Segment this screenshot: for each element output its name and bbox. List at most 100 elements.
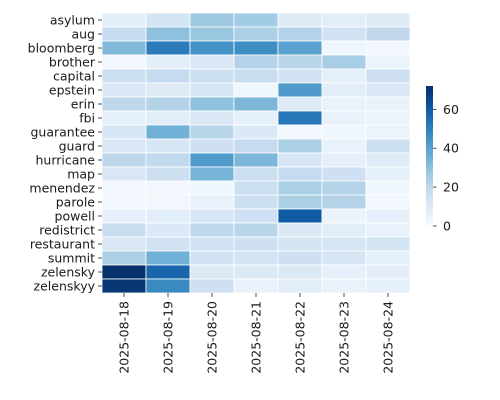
heatmap-cell — [189, 138, 235, 154]
heatmap-cell — [145, 124, 191, 140]
colorbar-tick-label: 20 — [443, 180, 459, 195]
heatmap-cell — [233, 54, 279, 70]
x-tick-label: 2025-08-21 — [249, 301, 264, 374]
heatmap-cell — [321, 194, 367, 210]
heatmap-cell — [101, 68, 147, 84]
heatmap-cell — [101, 124, 147, 140]
heatmap-cell — [277, 222, 323, 238]
heatmap-cell — [233, 166, 279, 182]
heatmap-cell — [189, 236, 235, 252]
heatmap-cell — [233, 222, 279, 238]
y-tick-label: parole — [56, 195, 96, 210]
heatmap-cell — [321, 180, 367, 196]
heatmap-cell — [365, 12, 411, 28]
heatmap-cell — [189, 208, 235, 224]
heatmap-cell — [233, 138, 279, 154]
heatmap-cell — [101, 264, 147, 280]
heatmap-cell — [145, 54, 191, 70]
heatmap-cell — [145, 68, 191, 84]
heatmap-cell — [145, 222, 191, 238]
heatmap-cell — [365, 40, 411, 56]
heatmap-cell — [145, 96, 191, 112]
heatmap-cell — [321, 278, 367, 294]
heatmap-cell — [145, 208, 191, 224]
y-tick-label: asylum — [50, 13, 95, 28]
heatmap-cell — [101, 236, 147, 252]
heatmap-cell — [365, 26, 411, 42]
colorbar-tick-label: 0 — [443, 219, 451, 234]
heatmap-cell — [189, 152, 235, 168]
heatmap-cell — [277, 110, 323, 126]
heatmap-cell — [189, 278, 235, 294]
heatmap-cell — [277, 12, 323, 28]
y-tick-label: fbi — [79, 111, 95, 126]
heatmap-cell — [233, 264, 279, 280]
heatmap-cell — [277, 278, 323, 294]
heatmap-cell — [101, 26, 147, 42]
heatmap-cell — [101, 12, 147, 28]
heatmap-cell — [321, 96, 367, 112]
heatmap-cell — [277, 166, 323, 182]
heatmap-cell — [277, 68, 323, 84]
heatmap-cell — [233, 250, 279, 266]
heatmap-cell — [365, 180, 411, 196]
y-tick-label: restaurant — [30, 237, 95, 252]
heatmap-cell — [101, 166, 147, 182]
heatmap-cells — [101, 12, 411, 294]
y-tick-label: zelensky — [41, 265, 96, 280]
heatmap-cell — [145, 138, 191, 154]
heatmap-cell — [189, 124, 235, 140]
heatmap-cell — [321, 40, 367, 56]
heatmap-cell — [277, 236, 323, 252]
heatmap-cell — [145, 40, 191, 56]
heatmap-cell — [321, 26, 367, 42]
y-tick-label: epstein — [49, 83, 95, 98]
x-tick-labels: 2025-08-18 2025-08-19 2025-08-20 2025-08-21… — [117, 293, 396, 374]
heatmap-cell — [277, 138, 323, 154]
heatmap-cell — [365, 110, 411, 126]
heatmap-cell — [189, 12, 235, 28]
heatmap-cell — [101, 110, 147, 126]
heatmap-cell — [277, 124, 323, 140]
heatmap-cell — [277, 208, 323, 224]
heatmap-cell — [321, 138, 367, 154]
heatmap-cell — [365, 68, 411, 84]
y-tick-labels: asylumaugbloombergbrothercapitalepsteine… — [28, 13, 102, 294]
y-tick-label: map — [67, 167, 95, 182]
x-tick-label: 2025-08-23 — [337, 301, 352, 374]
heatmap-cell — [189, 250, 235, 266]
heatmap-cell — [321, 250, 367, 266]
y-tick-label: bloomberg — [28, 41, 95, 56]
heatmap-cell — [277, 54, 323, 70]
y-tick-label: aug — [71, 27, 95, 42]
heatmap-cell — [365, 152, 411, 168]
heatmap-cell — [101, 40, 147, 56]
heatmap-cell — [233, 194, 279, 210]
heatmap-cell — [233, 12, 279, 28]
heatmap-cell — [189, 82, 235, 98]
heatmap-cell — [101, 194, 147, 210]
heatmap-cell — [365, 250, 411, 266]
heatmap-cell — [233, 152, 279, 168]
heatmap-cell — [189, 222, 235, 238]
heatmap-cell — [321, 12, 367, 28]
x-tick-label: 2025-08-18 — [117, 301, 132, 374]
heatmap-cell — [145, 250, 191, 266]
y-tick-label: brother — [49, 55, 96, 70]
heatmap-cell — [101, 96, 147, 112]
heatmap-cell — [189, 110, 235, 126]
heatmap-cell — [145, 180, 191, 196]
heatmap-cell — [145, 152, 191, 168]
heatmap-cell — [233, 110, 279, 126]
y-tick-label: summit — [48, 251, 95, 266]
y-tick-label: guard — [59, 139, 95, 154]
heatmap-cell — [145, 166, 191, 182]
heatmap-cell — [101, 222, 147, 238]
y-tick-label: redistrict — [39, 223, 95, 238]
heatmap-cell — [365, 124, 411, 140]
heatmap-cell — [189, 180, 235, 196]
heatmap-cell — [365, 138, 411, 154]
heatmap-cell — [189, 166, 235, 182]
y-tick-label: erin — [71, 97, 95, 112]
